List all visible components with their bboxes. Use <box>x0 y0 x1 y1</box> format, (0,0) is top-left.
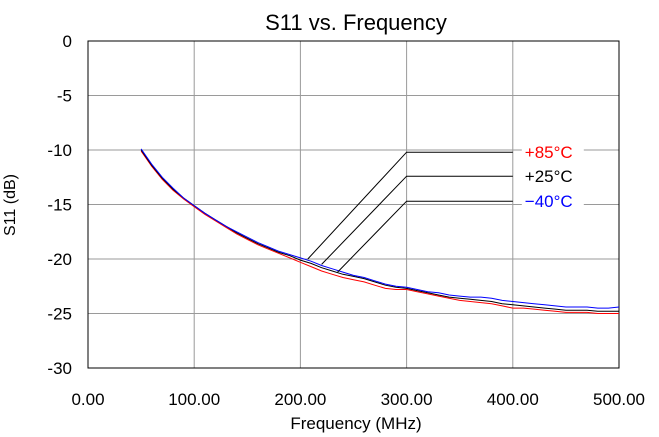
x-tick-label: 100.00 <box>168 390 220 409</box>
annotation-leader <box>307 151 513 260</box>
annotation-label: −40°C <box>525 192 573 211</box>
annotation-leader <box>337 200 513 273</box>
y-tick-label: -15 <box>47 196 72 215</box>
x-tick-label: 400.00 <box>487 390 539 409</box>
y-tick-label: -20 <box>47 250 72 269</box>
y-tick-label: -30 <box>47 359 72 378</box>
y-axis-label: S11 (dB) <box>2 174 19 236</box>
y-tick-label: -5 <box>57 87 72 106</box>
annotation-label: +85°C <box>525 143 573 162</box>
x-tick-label: 0.00 <box>71 390 104 409</box>
annotation-label: +25°C <box>525 167 573 186</box>
series-lines <box>140 148 620 314</box>
series-line <box>140 148 620 309</box>
series-line <box>140 150 619 314</box>
chart-title: S11 vs. Frequency <box>265 10 447 35</box>
y-tick-label: -10 <box>47 141 72 160</box>
tick-labels: 0.00 100.00 200.00 300.00 400.00 500.00 0 -5 -10… <box>47 32 645 409</box>
x-tick-label: 300.00 <box>381 390 433 409</box>
annotation-leader <box>321 175 513 265</box>
annotation-leaders <box>307 151 513 273</box>
y-tick-label: -25 <box>47 305 72 324</box>
y-tick-label: 0 <box>63 32 72 51</box>
plot-border <box>87 40 620 369</box>
annotation-labels: +85°C +25°C −40°C <box>521 141 584 213</box>
annotation-label-bg <box>521 190 584 213</box>
annotation-label-bg <box>521 165 584 188</box>
x-tick-label: 500.00 <box>593 390 645 409</box>
annotation-label-bg <box>521 141 584 164</box>
x-axis-label: Frequency (MHz) <box>290 414 421 433</box>
x-tick-label: 200.00 <box>274 390 326 409</box>
